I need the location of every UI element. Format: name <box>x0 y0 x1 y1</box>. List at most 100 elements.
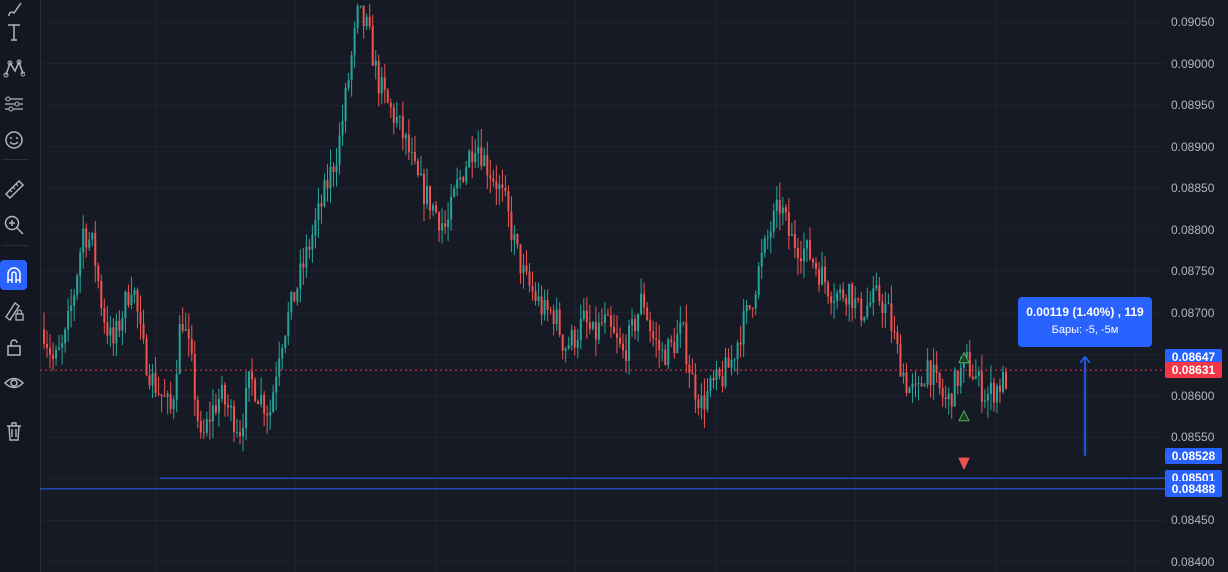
candle-body <box>914 383 917 385</box>
candle-body <box>398 116 401 118</box>
candle-body <box>995 385 998 403</box>
price-marker-label: 0.08528 <box>1165 447 1222 464</box>
candle-body <box>875 285 878 289</box>
candle-body <box>597 322 600 340</box>
candle-body <box>676 333 679 354</box>
candle-body <box>55 349 58 359</box>
price-tick-label: 0.09000 <box>1171 56 1215 71</box>
candle-body <box>643 293 646 308</box>
candle-body <box>236 432 239 434</box>
candle-body <box>441 223 444 231</box>
candle-body <box>106 322 109 336</box>
candle-body <box>401 116 404 139</box>
candle-body <box>468 151 471 168</box>
candle-body <box>82 228 85 253</box>
emoji-icon <box>4 131 23 149</box>
candle-body <box>350 55 353 81</box>
candle-body <box>269 412 272 416</box>
measure-bars: Бары: -5, -5м <box>1051 324 1119 336</box>
candle-body <box>836 292 839 302</box>
trash-tool-button[interactable] <box>0 416 27 446</box>
candle-body <box>947 393 950 400</box>
candle-body <box>251 371 254 380</box>
candle-body <box>772 210 775 232</box>
candle-body <box>977 371 980 377</box>
candle-body <box>878 285 881 302</box>
candle-body <box>661 349 664 351</box>
candle-body <box>353 28 356 56</box>
price-marker-label: 0.08647 <box>1165 348 1222 365</box>
pattern-tool-button[interactable] <box>0 53 27 83</box>
candle-body <box>338 135 341 165</box>
candle-body <box>211 405 214 422</box>
ruler-tool-button[interactable] <box>0 174 27 204</box>
candle-body <box>474 153 477 163</box>
price-axis[interactable]: 0.09050 0.09000 0.08950 0.08900 0.08850 0.088… <box>1165 0 1228 572</box>
brush-tool-button[interactable] <box>0 0 27 24</box>
candle-body <box>226 404 229 408</box>
candle-body <box>763 238 766 253</box>
candle-body <box>432 205 435 211</box>
candle-body <box>522 265 525 274</box>
candle-body <box>254 379 257 402</box>
candle-body <box>510 211 513 241</box>
candle-body <box>404 134 407 139</box>
candle-body <box>516 234 519 245</box>
measure-change: 0.00119 (1.40%) , 119 <box>1026 305 1144 319</box>
candle-body <box>908 388 911 393</box>
candle-body <box>130 294 133 306</box>
eye-icon <box>3 377 24 389</box>
candle-body <box>537 296 540 301</box>
candle-body <box>245 387 248 428</box>
candle-body <box>609 315 612 327</box>
candle-body <box>658 340 661 350</box>
eye-tool-button[interactable] <box>0 368 27 398</box>
lock-drawing-tool-button[interactable] <box>0 296 27 326</box>
candle-body <box>471 151 474 163</box>
candle-body <box>127 292 130 306</box>
candle-body <box>821 266 824 285</box>
candle-body <box>866 305 869 317</box>
candle-body <box>796 248 799 259</box>
candle-body <box>718 369 721 377</box>
candle-body <box>52 354 55 359</box>
candle-body <box>926 360 929 385</box>
candle-body <box>818 269 821 285</box>
candle-body <box>136 290 139 312</box>
magnet-tool-button[interactable] <box>0 260 27 290</box>
price-chart[interactable] <box>40 0 1165 572</box>
lock-icon <box>6 339 21 356</box>
lock-tool-button[interactable] <box>0 332 27 362</box>
candle-body <box>727 357 730 368</box>
candle-body <box>691 372 694 375</box>
candle-body <box>790 233 793 236</box>
candle-body <box>453 188 456 197</box>
candle-body <box>425 185 428 204</box>
candle-body <box>193 353 196 400</box>
candle-body <box>802 248 805 262</box>
emoji-tool-button[interactable] <box>0 125 27 155</box>
prediction-tool-button[interactable] <box>0 89 27 119</box>
candle-body <box>64 329 67 344</box>
candle-body <box>320 203 323 207</box>
candle-body <box>890 303 893 331</box>
candle-body <box>332 166 335 173</box>
candle-body <box>281 348 284 359</box>
candle-body <box>67 310 70 330</box>
candle-body <box>175 373 178 400</box>
candle-body <box>600 322 603 324</box>
candle-body <box>121 318 124 331</box>
candle-body <box>124 292 127 319</box>
candle-body <box>992 382 995 403</box>
candle-body <box>917 383 920 385</box>
candle-body <box>923 384 926 387</box>
text-tool-button[interactable] <box>0 17 27 47</box>
candle-body <box>329 166 332 189</box>
candle-body <box>652 331 655 339</box>
candle-body <box>380 77 383 94</box>
candle-body <box>266 413 269 416</box>
candle-body <box>576 340 579 348</box>
candle-body <box>688 364 691 373</box>
zoom-in-tool-button[interactable] <box>0 210 27 240</box>
pattern-icon <box>3 59 25 78</box>
